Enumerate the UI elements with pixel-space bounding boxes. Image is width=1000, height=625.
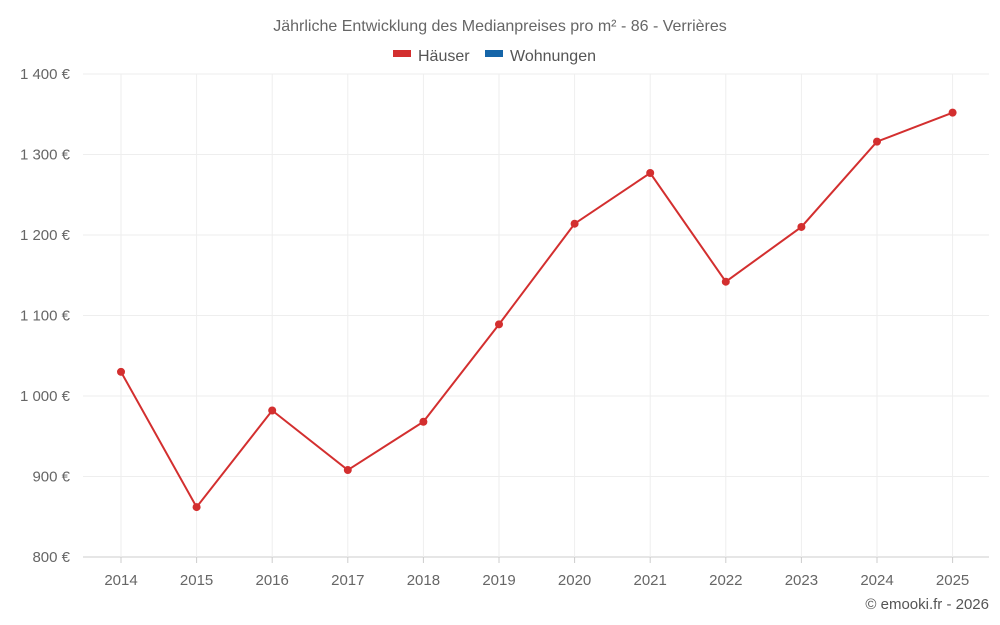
y-tick-label: 1 400 €	[20, 66, 71, 83]
data-point[interactable]	[646, 169, 655, 178]
data-point[interactable]	[268, 406, 277, 415]
x-tick-label: 2025	[936, 572, 969, 589]
y-tick-label: 800 €	[32, 549, 70, 566]
y-tick-label: 900 €	[32, 469, 70, 486]
data-point[interactable]	[117, 367, 125, 376]
x-tick-label: 2017	[331, 572, 364, 589]
data-point[interactable]	[570, 219, 579, 228]
x-tick-label: 2019	[482, 572, 515, 589]
x-tick-label: 2022	[709, 572, 742, 589]
legend-item-haeuser[interactable]: Häuser	[393, 48, 470, 65]
x-tick-label: 2021	[634, 572, 667, 589]
chart-title: Jährliche Entwicklung des Medianpreises …	[273, 18, 727, 35]
x-tick-label: 2023	[785, 572, 818, 589]
data-point[interactable]	[948, 108, 957, 117]
y-tick-label: 1 300 €	[20, 147, 71, 164]
legend: Häuser Wohnungen	[393, 48, 596, 65]
x-tick-label: 2014	[104, 572, 137, 589]
x-tick-label: 2016	[256, 572, 289, 589]
x-tick-label: 2020	[558, 572, 591, 589]
x-tick-label: 2024	[860, 572, 893, 589]
legend-swatch-haeuser	[393, 50, 411, 57]
legend-label-wohnungen: Wohnungen	[510, 48, 596, 65]
data-point[interactable]	[419, 417, 428, 426]
series-haeuser	[117, 108, 957, 512]
x-tick-label: 2015	[180, 572, 213, 589]
legend-label-haeuser: Häuser	[418, 48, 470, 65]
data-point[interactable]	[192, 503, 201, 512]
y-axis-ticks: 800 € 900 € 1 000 € 1 100 € 1 200 € 1 300 € 1 …	[20, 66, 71, 566]
y-tick-label: 1 100 €	[20, 308, 71, 325]
y-tick-label: 1 000 €	[20, 388, 71, 405]
data-point[interactable]	[721, 277, 730, 286]
y-tick-label: 1 200 €	[20, 227, 71, 244]
legend-item-wohnungen[interactable]: Wohnungen	[485, 48, 596, 65]
credit-text: © emooki.fr - 2026	[865, 596, 989, 613]
legend-swatch-wohnungen	[485, 50, 503, 57]
data-point[interactable]	[797, 222, 806, 231]
x-axis-ticks: 2014 2015 2016 2017 2018 2019 2020 2021 2022 2023…	[104, 572, 969, 589]
data-point[interactable]	[873, 137, 881, 146]
data-point[interactable]	[343, 466, 352, 475]
series-line-haeuser	[120, 111, 953, 509]
x-tick-label: 2018	[407, 572, 440, 589]
grid	[83, 73, 989, 563]
data-point[interactable]	[495, 320, 503, 329]
